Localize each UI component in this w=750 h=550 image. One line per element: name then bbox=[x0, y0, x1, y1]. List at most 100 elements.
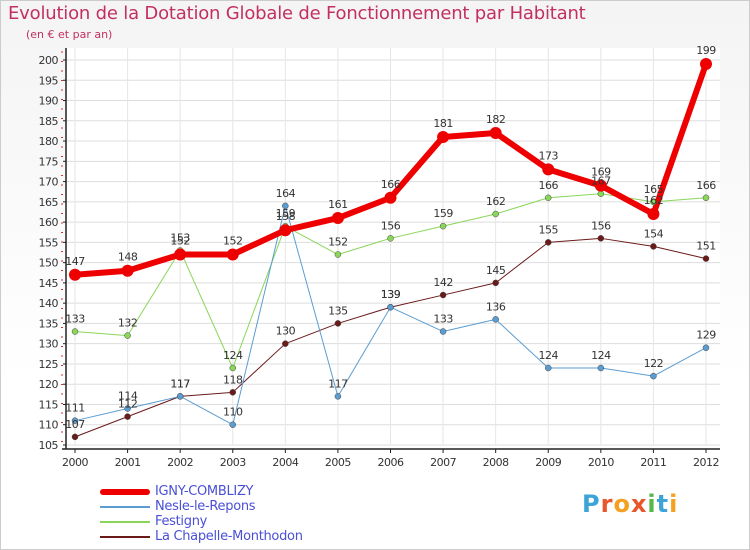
data-point-la-chapelle-monthodon bbox=[650, 243, 657, 250]
data-label-nesle-le-repons: 117 bbox=[328, 377, 348, 390]
data-point-nesle-le-repons bbox=[71, 417, 79, 424]
data-label-la-chapelle-monthodon: 145 bbox=[486, 264, 506, 277]
data-point-igny-comblizy bbox=[226, 248, 239, 261]
x-tick-label: 2008 bbox=[483, 456, 509, 469]
x-tick-label: 2005 bbox=[325, 456, 351, 469]
data-label-nesle-le-repons: 133 bbox=[433, 313, 453, 326]
x-tick-label: 2009 bbox=[535, 456, 561, 469]
data-label-la-chapelle-monthodon: 156 bbox=[591, 219, 611, 232]
y-tick-label: 165 bbox=[39, 196, 59, 209]
data-label-nesle-le-repons: 111 bbox=[65, 402, 85, 415]
data-label-igny-comblizy: 181 bbox=[433, 117, 453, 130]
data-point-festigny bbox=[71, 328, 79, 335]
y-tick-label: 155 bbox=[39, 236, 59, 249]
data-label-la-chapelle-monthodon: 135 bbox=[328, 304, 348, 317]
data-label-festigny: 162 bbox=[486, 195, 506, 208]
data-point-nesle-le-repons bbox=[702, 344, 710, 351]
y-tick-label: 195 bbox=[39, 74, 59, 87]
x-tick-label: 2010 bbox=[588, 456, 614, 469]
data-label-nesle-le-repons: 110 bbox=[223, 406, 243, 419]
data-point-festigny bbox=[334, 251, 342, 258]
x-tick-label: 2006 bbox=[378, 456, 404, 469]
data-label-igny-comblizy: 148 bbox=[118, 251, 138, 264]
data-label-nesle-le-repons: 124 bbox=[591, 349, 611, 362]
proxiti-logo: Proxiti bbox=[582, 490, 678, 518]
data-point-igny-comblizy bbox=[700, 58, 712, 71]
data-point-igny-comblizy bbox=[437, 131, 450, 143]
data-label-festigny: 153 bbox=[170, 231, 190, 244]
data-label-festigny: 166 bbox=[539, 179, 559, 192]
data-label-nesle-le-repons: 122 bbox=[644, 357, 664, 370]
data-label-igny-comblizy: 161 bbox=[328, 198, 348, 211]
data-label-nesle-le-repons: 139 bbox=[381, 288, 401, 301]
data-label-festigny: 124 bbox=[223, 349, 243, 362]
data-label-festigny: 166 bbox=[696, 179, 716, 192]
data-label-igny-comblizy: 182 bbox=[486, 113, 506, 126]
data-point-nesle-le-repons bbox=[492, 316, 499, 323]
logo-letter: r bbox=[600, 490, 614, 518]
data-point-la-chapelle-monthodon bbox=[282, 340, 289, 347]
x-tick-label: 2011 bbox=[640, 456, 666, 469]
data-label-nesle-le-repons: 114 bbox=[118, 390, 138, 403]
legend-swatch-igny bbox=[100, 488, 150, 495]
data-label-igny-comblizy: 169 bbox=[591, 166, 611, 179]
data-label-la-chapelle-monthodon: 130 bbox=[276, 325, 296, 338]
data-point-festigny bbox=[229, 364, 236, 372]
y-tick-label: 135 bbox=[39, 317, 59, 330]
data-label-la-chapelle-monthodon: 107 bbox=[65, 418, 85, 431]
y-tick-label: 150 bbox=[39, 257, 59, 270]
data-label-festigny: 152 bbox=[328, 236, 348, 249]
y-tick-label: 145 bbox=[39, 277, 59, 290]
y-tick-label: 110 bbox=[39, 419, 59, 432]
data-point-la-chapelle-monthodon bbox=[334, 320, 342, 327]
data-point-la-chapelle-monthodon bbox=[71, 433, 79, 441]
data-label-nesle-le-repons: 117 bbox=[170, 377, 190, 390]
data-point-igny-comblizy bbox=[542, 163, 555, 176]
legend-swatch-chapelle bbox=[100, 535, 150, 538]
x-tick-label: 2001 bbox=[115, 456, 141, 469]
data-point-nesle-le-repons bbox=[387, 303, 394, 311]
logo-letter: i bbox=[669, 490, 679, 518]
logo-letter: i bbox=[647, 490, 657, 518]
y-tick-label: 175 bbox=[39, 155, 59, 168]
y-tick-label: 115 bbox=[39, 398, 59, 411]
data-label-igny-comblizy: 199 bbox=[696, 44, 716, 57]
data-label-igny-comblizy: 158 bbox=[276, 210, 296, 223]
y-tick-label: 130 bbox=[39, 338, 59, 351]
data-point-igny-comblizy bbox=[69, 268, 81, 281]
data-point-festigny bbox=[597, 190, 605, 197]
y-tick-label: 185 bbox=[39, 115, 59, 128]
data-label-igny-comblizy: 166 bbox=[381, 178, 401, 191]
data-label-nesle-le-repons: 124 bbox=[539, 349, 559, 362]
data-point-la-chapelle-monthodon bbox=[545, 239, 552, 246]
y-tick-label: 125 bbox=[39, 358, 59, 371]
data-point-la-chapelle-monthodon bbox=[229, 389, 236, 396]
data-label-festigny: 133 bbox=[65, 313, 85, 326]
y-tick-label: 105 bbox=[39, 439, 59, 452]
logo-letter: P bbox=[582, 490, 601, 518]
y-tick-label: 140 bbox=[39, 297, 59, 310]
data-point-festigny bbox=[439, 222, 447, 230]
data-point-festigny bbox=[492, 210, 499, 218]
data-point-nesle-le-repons bbox=[334, 393, 342, 400]
legend-label-igny: IGNY-COMBLIZY bbox=[155, 484, 254, 499]
data-label-la-chapelle-monthodon: 154 bbox=[644, 227, 664, 240]
data-point-la-chapelle-monthodon bbox=[492, 279, 499, 287]
data-point-festigny bbox=[387, 235, 394, 242]
data-label-festigny: 156 bbox=[381, 219, 401, 232]
data-point-nesle-le-repons bbox=[282, 202, 289, 210]
data-label-festigny: 167 bbox=[591, 175, 611, 188]
data-label-festigny: 132 bbox=[118, 317, 138, 330]
data-point-festigny bbox=[702, 194, 710, 202]
data-label-nesle-le-repons: 129 bbox=[696, 329, 716, 342]
y-tick-label: 190 bbox=[39, 95, 59, 108]
data-point-nesle-le-repons bbox=[229, 421, 236, 428]
legend-label-nesle: Nesle-le-Repons bbox=[155, 499, 256, 514]
y-tick-label: 170 bbox=[39, 176, 59, 189]
logo-letter: x bbox=[630, 490, 648, 518]
x-tick-label: 2002 bbox=[167, 456, 193, 469]
data-point-la-chapelle-monthodon bbox=[597, 235, 605, 242]
data-label-la-chapelle-monthodon: 155 bbox=[539, 223, 559, 236]
data-point-nesle-le-repons bbox=[124, 405, 131, 412]
